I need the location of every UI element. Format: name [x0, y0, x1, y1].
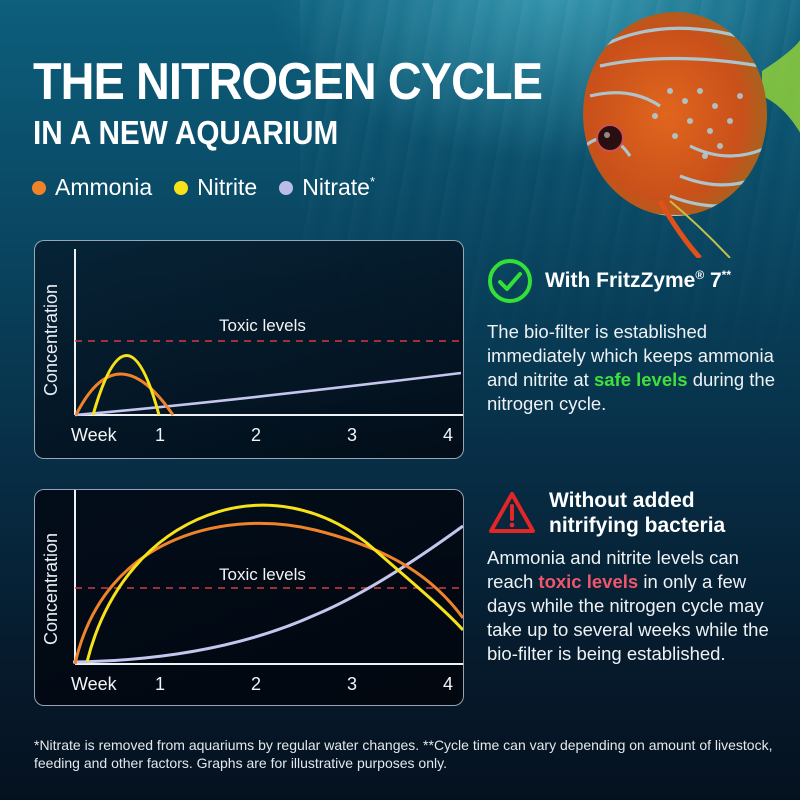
panel-title: With FritzZyme® 7**	[545, 268, 732, 293]
x-tick-4: 4	[443, 674, 454, 694]
legend-item-nitrite: Nitrite	[174, 174, 257, 201]
chart-plot-area	[72, 490, 463, 665]
x-tick-4: 4	[443, 425, 454, 445]
chart-without-bacteria: Concentration Toxic levels Week 1 2 3 4	[34, 489, 464, 706]
x-tick-week: Week	[71, 425, 117, 445]
panel-title: Without added nitrifying bacteria	[549, 489, 726, 538]
legend: Ammonia Nitrite Nitrate*	[32, 174, 375, 201]
panel-without-bacteria: Without added nitrifying bacteria Ammoni…	[487, 488, 787, 666]
warning-triangle-icon	[489, 492, 535, 534]
x-tick-1: 1	[155, 674, 166, 694]
ammonia-curve	[74, 372, 175, 416]
chart-with-fritzzyme: Concentration Toxic levels Week 1 2 3 4	[34, 240, 464, 459]
x-tick-2: 2	[251, 425, 262, 445]
x-tick-week: Week	[71, 674, 117, 694]
legend-item-nitrate: Nitrate*	[279, 174, 375, 201]
legend-label: Ammonia	[55, 174, 153, 200]
legend-label: Nitrite	[197, 174, 258, 200]
x-tick-3: 3	[347, 425, 358, 445]
discus-fish-image	[583, 12, 800, 258]
ammonia-dot-icon	[32, 180, 46, 195]
nitrate-dot-icon	[279, 180, 294, 195]
panel-description: Ammonia and nitrite levels can reach tox…	[487, 547, 769, 665]
toxic-levels-highlight: toxic levels	[538, 571, 639, 593]
panel-with-fritzzyme: With FritzZyme® 7** The bio-filter is es…	[487, 258, 787, 416]
nitrate-curve	[72, 524, 463, 664]
y-axis-label: Concentration	[41, 532, 61, 645]
safe-levels-highlight: safe levels	[593, 369, 688, 390]
x-tick-2: 2	[251, 674, 262, 694]
page-title: THE NITROGEN CYCLE	[33, 53, 543, 111]
nitrate-curve	[74, 371, 462, 417]
page-subtitle: IN A NEW AQUARIUM	[33, 114, 339, 151]
x-tick-1: 1	[155, 425, 166, 445]
ammonia-curve	[73, 521, 463, 665]
y-axis-label: Concentration	[41, 283, 61, 396]
nitrite-curve	[85, 503, 463, 663]
check-circle-icon	[488, 259, 532, 303]
chart-plot-area	[74, 249, 463, 417]
nitrite-dot-icon	[174, 180, 189, 195]
toxic-levels-label: Toxic levels	[219, 316, 306, 335]
toxic-levels-label: Toxic levels	[219, 565, 306, 584]
footnote: *Nitrate is removed from aquariums by re…	[34, 737, 773, 771]
x-tick-3: 3	[347, 674, 358, 694]
panel-description: The bio-filter is established immediatel…	[487, 321, 775, 414]
nitrite-curve	[91, 354, 161, 416]
legend-item-ammonia: Ammonia	[32, 174, 152, 201]
legend-label: Nitrate*	[302, 174, 376, 200]
